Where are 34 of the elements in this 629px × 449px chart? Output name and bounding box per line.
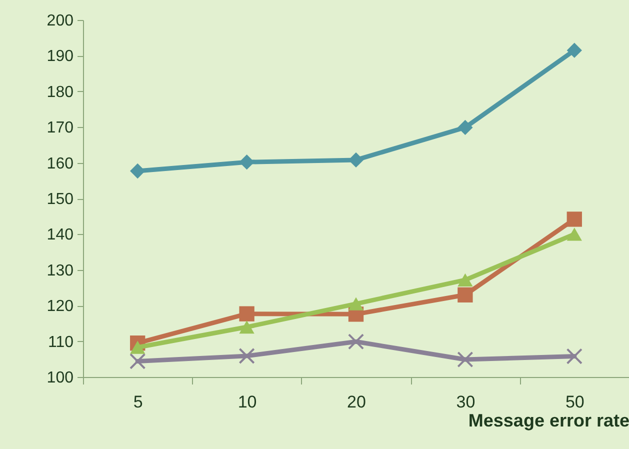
point bbox=[130, 340, 146, 354]
point bbox=[566, 348, 582, 364]
point bbox=[458, 273, 473, 286]
y-tick-label: 120 bbox=[46, 298, 74, 316]
y-tick-label: 200 bbox=[46, 12, 74, 30]
y-tick-label: 180 bbox=[46, 84, 74, 101]
y-tick-label: 190 bbox=[46, 48, 74, 66]
point bbox=[566, 228, 582, 241]
point bbox=[348, 297, 364, 310]
x-axis-title: Message error rate bbox=[468, 410, 629, 430]
point bbox=[239, 306, 254, 322]
point bbox=[130, 163, 146, 179]
point bbox=[458, 120, 473, 136]
y-tick-label: 130 bbox=[46, 262, 74, 280]
point bbox=[457, 351, 474, 368]
x-tick-label: 5 bbox=[133, 392, 143, 412]
y-tick-label: 100 bbox=[46, 370, 74, 386]
point bbox=[566, 42, 582, 58]
y-tick-label: 110 bbox=[48, 334, 74, 351]
point bbox=[130, 353, 146, 370]
point bbox=[458, 287, 473, 302]
y-tick-label: 150 bbox=[46, 191, 74, 208]
point bbox=[239, 320, 254, 334]
x-tick-label: 10 bbox=[238, 392, 257, 412]
x-tick-label: 30 bbox=[456, 392, 476, 412]
y-tick-label: 160 bbox=[46, 155, 74, 172]
point bbox=[566, 212, 582, 227]
y-tick-label: 170 bbox=[46, 120, 74, 137]
point bbox=[348, 334, 364, 350]
x-tick-label: 20 bbox=[347, 392, 366, 412]
x-tick-label: 50 bbox=[565, 392, 584, 412]
y-tick-label: 140 bbox=[46, 226, 74, 244]
point bbox=[239, 154, 254, 170]
point bbox=[238, 348, 255, 364]
